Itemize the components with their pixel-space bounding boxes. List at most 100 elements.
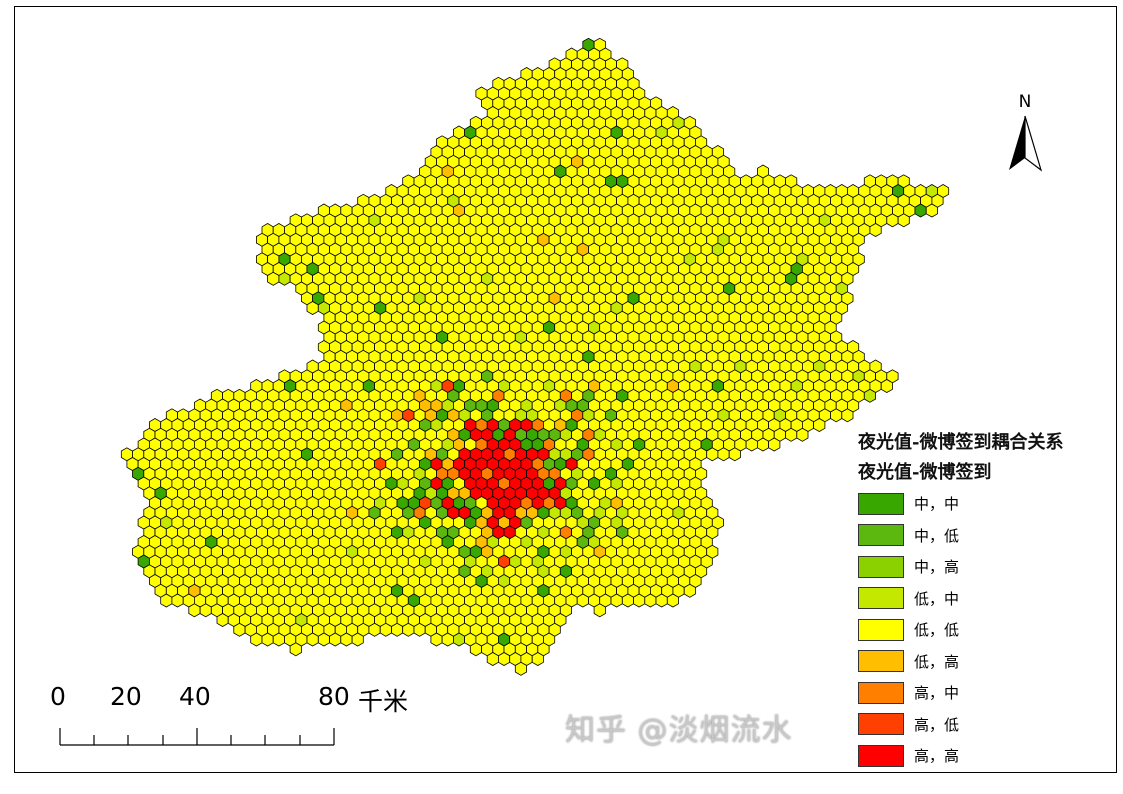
hex-cell: [644, 593, 657, 608]
scale-bar: [59, 728, 335, 746]
hex-cell: [272, 632, 285, 647]
legend-item: 高，低: [858, 709, 1063, 741]
hex-cell: [813, 418, 826, 432]
legend-item: 中，高: [858, 551, 1063, 583]
hex-cell: [267, 271, 280, 286]
hex-cell: [368, 622, 381, 637]
legend-item: 中，中: [858, 488, 1063, 520]
hex-cell: [728, 447, 741, 462]
scale-unit: 千米: [358, 687, 409, 716]
scale-label-40: 40: [179, 682, 211, 711]
legend-label: 高，中: [914, 684, 960, 703]
hex-cell: [655, 593, 668, 608]
hex-cell: [278, 271, 291, 286]
hex-cell: [897, 213, 910, 228]
north-arrow: N: [1003, 92, 1047, 176]
hex-cell: [925, 203, 938, 218]
scale-label-0: 0: [50, 682, 66, 711]
legend-label: 低，中: [914, 589, 960, 608]
hex-cell: [633, 593, 646, 608]
hex-cell: [863, 388, 876, 403]
hex-cell: [757, 437, 769, 452]
hex-cell: [830, 408, 843, 423]
legend: 夜光值-微博签到耦合关系 夜光值-微博签到 中，中中，低中，高低，中低，低低，高…: [858, 428, 1063, 772]
hex-cell: [768, 437, 781, 452]
hex-cell: [233, 622, 246, 637]
hex-cell: [391, 622, 404, 637]
hex-cell: [469, 642, 482, 657]
legend-swatch: [858, 555, 904, 578]
legend-label: 低，低: [914, 621, 960, 640]
hex-grid: [120, 37, 950, 676]
legend-swatch: [858, 587, 904, 610]
legend-swatch: [858, 492, 904, 515]
north-arrow-icon: [1009, 115, 1043, 172]
legend-label: 中，中: [914, 495, 960, 514]
legend-item: 高，高: [858, 740, 1063, 772]
hex-cell: [250, 632, 263, 647]
legend-swatch: [858, 650, 904, 673]
legend-label: 高，低: [914, 715, 960, 734]
hex-cell: [199, 603, 212, 618]
hex-cell: [306, 632, 319, 647]
watermark: 知乎 @淡烟流水: [565, 713, 793, 748]
legend-label: 低，高: [914, 652, 960, 671]
hex-cell: [340, 632, 353, 647]
hex-cell: [706, 447, 719, 462]
hex-cell: [216, 613, 229, 627]
hex-cell: [841, 408, 854, 423]
hex-cell: [452, 632, 466, 647]
legend-subtitle: 夜光值-微博签到: [858, 462, 992, 483]
legend-swatch: [858, 744, 904, 767]
scale-label-20: 20: [110, 682, 142, 711]
hex-cell: [666, 593, 679, 608]
hex-cell: [785, 427, 798, 442]
hex-cell: [351, 632, 364, 647]
scale-label-80: 80: [318, 682, 350, 711]
hex-cell: [160, 593, 173, 608]
legend-item: 中，低: [858, 520, 1063, 552]
hex-cell: [531, 652, 544, 666]
hex-cell: [441, 632, 454, 647]
hex-cell: [880, 379, 893, 393]
hex-cell: [886, 213, 899, 228]
hex-cell: [914, 203, 927, 218]
hex-cell: [796, 427, 809, 442]
hex-cell: [430, 632, 443, 647]
hex-cell: [317, 632, 330, 647]
legend-swatch: [858, 681, 904, 704]
hex-cell: [188, 603, 201, 618]
hex-cell: [621, 593, 634, 608]
hex-cell: [486, 652, 499, 666]
hex-cell: [171, 593, 184, 608]
legend-item: 高，中: [858, 677, 1063, 709]
hex-cell: [289, 642, 302, 657]
hex-cell: [402, 622, 415, 637]
legend-label: 中，高: [914, 558, 960, 577]
legend-item: 低，中: [858, 583, 1063, 615]
hex-cell: [593, 603, 606, 618]
hex-cell: [497, 652, 511, 666]
legend-swatch: [858, 713, 904, 736]
legend-swatch: [858, 618, 904, 641]
legend-item: 低，低: [858, 614, 1063, 646]
hex-cell: [576, 593, 589, 608]
hex-cell: [717, 447, 730, 462]
hex-cell: [745, 437, 758, 452]
hex-cell: [514, 661, 527, 676]
hex-cell: [413, 622, 426, 637]
hex-cell: [306, 301, 319, 315]
legend-item: 低，高: [858, 646, 1063, 678]
legend-title: 夜光值-微博签到耦合关系: [858, 432, 1064, 453]
hex-cell: [610, 593, 623, 608]
hex-cell: [379, 622, 392, 637]
hex-cell: [683, 583, 696, 598]
legend-label: 中，低: [914, 526, 960, 545]
north-label: N: [1018, 92, 1032, 112]
legend-label: 高，高: [914, 747, 960, 766]
legend-swatch: [858, 524, 904, 547]
hex-cell: [329, 632, 342, 647]
hex-cell: [869, 223, 882, 237]
map-frame: [14, 6, 1117, 773]
